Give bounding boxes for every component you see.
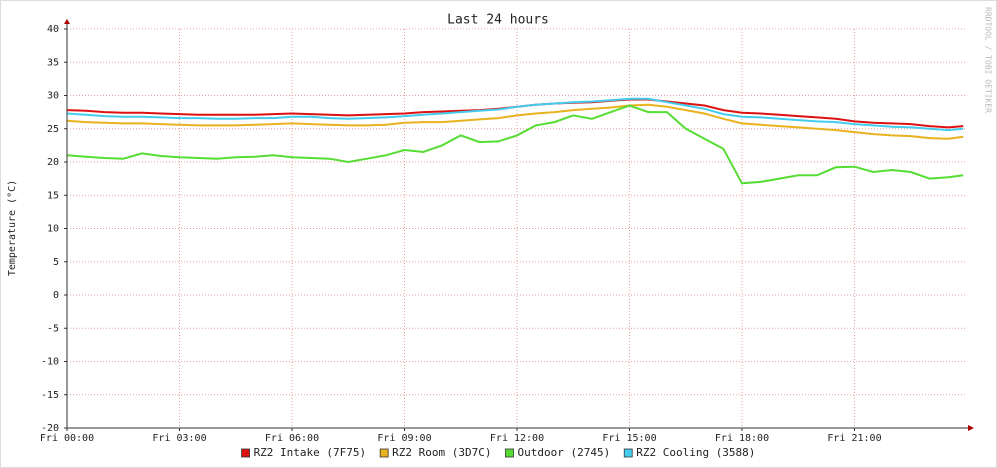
axes: [64, 19, 974, 431]
legend-swatch: [379, 448, 389, 458]
legend-label: RZ2 Room (3D7C): [392, 446, 491, 459]
lines: [66, 97, 964, 185]
y-tick-label: -10: [41, 357, 59, 368]
y-tick-label: 5: [53, 257, 59, 268]
y-tick-label: 20: [47, 157, 59, 168]
y-tick-label: 0: [53, 290, 59, 301]
legend-label: Outdoor (2745): [518, 446, 611, 459]
y-arrow: [64, 19, 70, 24]
y-tick-label: 15: [47, 190, 59, 201]
grid: -20 -15 -10 -5 0 5 10 15 20 25 30 35 40 Fri 00:00 Fri …: [40, 24, 967, 444]
y-tick-label: 10: [47, 224, 59, 235]
x-tick-label: Fri 12:00: [490, 433, 544, 444]
y-tick-label: 25: [47, 124, 59, 135]
x-tick-label: Fri 21:00: [827, 433, 881, 444]
legend: RZ2 Intake (7F75) RZ2 Room (3D7C) Outdoor …: [241, 446, 755, 459]
y-tick-label: 30: [47, 91, 59, 102]
legend-swatch: [505, 448, 514, 458]
x-tick-label: Fri 00:00: [40, 433, 94, 444]
legend-label: RZ2 Cooling (3588): [636, 446, 755, 459]
series-line: [66, 104, 964, 185]
y-tick-label: -15: [41, 390, 59, 401]
x-tick-label: Fri 06:00: [265, 433, 319, 444]
legend-label: RZ2 Intake (7F75): [254, 446, 367, 459]
x-tick-label: Fri 15:00: [602, 433, 656, 444]
series-line: [66, 97, 964, 132]
chart-title: Last 24 hours: [447, 13, 549, 28]
x-tick-label: Fri 18:00: [715, 433, 769, 444]
y-axis-label: Temperature (°C): [7, 180, 18, 276]
y-tick-label: -5: [47, 323, 59, 334]
x-arrow: [968, 425, 974, 431]
y-tick-label: -20: [41, 423, 59, 434]
x-tick-label: Fri 09:00: [377, 433, 431, 444]
y-tick-label: 35: [47, 57, 59, 68]
legend-swatch: [623, 448, 633, 458]
series-line: [66, 103, 964, 140]
legend-swatch: [241, 448, 250, 458]
x-tick-label: Fri 03:00: [152, 433, 206, 444]
y-tick-label: 40: [47, 24, 59, 35]
watermark: RRDTOOL / TOBI OETIKER: [984, 7, 993, 113]
